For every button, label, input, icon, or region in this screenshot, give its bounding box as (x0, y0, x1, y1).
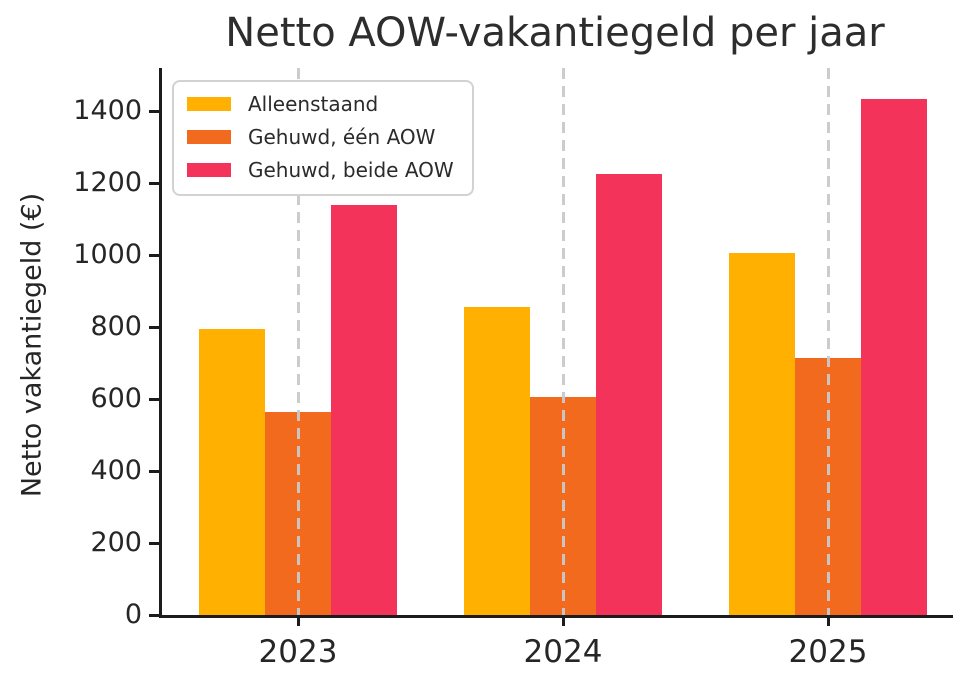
x-tick-mark (826, 615, 830, 626)
x-tick-mark (561, 615, 565, 626)
legend-swatch (187, 163, 231, 177)
y-tick-label: 1000 (73, 239, 142, 271)
gridline (296, 68, 300, 615)
y-tick-mark (149, 109, 159, 113)
x-tick-label: 2025 (788, 634, 868, 670)
y-tick-mark (149, 541, 159, 545)
legend-swatch (187, 97, 231, 111)
y-tick-label: 1400 (73, 95, 142, 127)
x-tick-label: 2023 (258, 634, 338, 670)
legend-label: Alleenstaand (248, 92, 379, 116)
legend-item: Gehuwd, beide AOW (187, 158, 454, 182)
y-tick-label: 200 (90, 527, 142, 559)
y-tick-label: 800 (90, 311, 142, 343)
bar (596, 174, 662, 615)
y-tick-mark (149, 469, 159, 473)
gridline (561, 68, 565, 615)
y-tick-mark (149, 397, 159, 401)
legend-swatch (187, 130, 231, 144)
legend: Alleenstaand Gehuwd, één AOW Gehuwd, beide… (172, 80, 474, 196)
y-tick-mark (149, 181, 159, 185)
chart-title: Netto AOW-vakantiegeld per jaar (225, 10, 885, 56)
y-tick-mark (149, 325, 159, 329)
bar (199, 328, 265, 615)
bar (861, 98, 927, 615)
y-tick-label: 600 (90, 383, 142, 415)
legend-item: Alleenstaand (187, 92, 454, 116)
y-tick-mark (149, 253, 159, 257)
legend-label: Gehuwd, beide AOW (248, 158, 454, 182)
y-tick-mark (149, 613, 159, 617)
legend-item: Gehuwd, één AOW (187, 125, 454, 149)
legend-label: Gehuwd, één AOW (248, 125, 436, 149)
x-tick-mark (296, 615, 300, 626)
y-tick-label: 400 (90, 455, 142, 487)
bar (464, 307, 530, 615)
y-tick-label: 0 (124, 599, 142, 630)
bar (331, 204, 397, 615)
plot-area: Alleenstaand Gehuwd, één AOW Gehuwd, beide… (73, 68, 953, 670)
y-tick-label: 1200 (73, 167, 142, 199)
gridline (826, 68, 830, 615)
y-axis-label: Netto vakantiegeld (€) (16, 192, 48, 498)
x-tick-label: 2024 (523, 634, 603, 670)
bar (729, 253, 795, 615)
